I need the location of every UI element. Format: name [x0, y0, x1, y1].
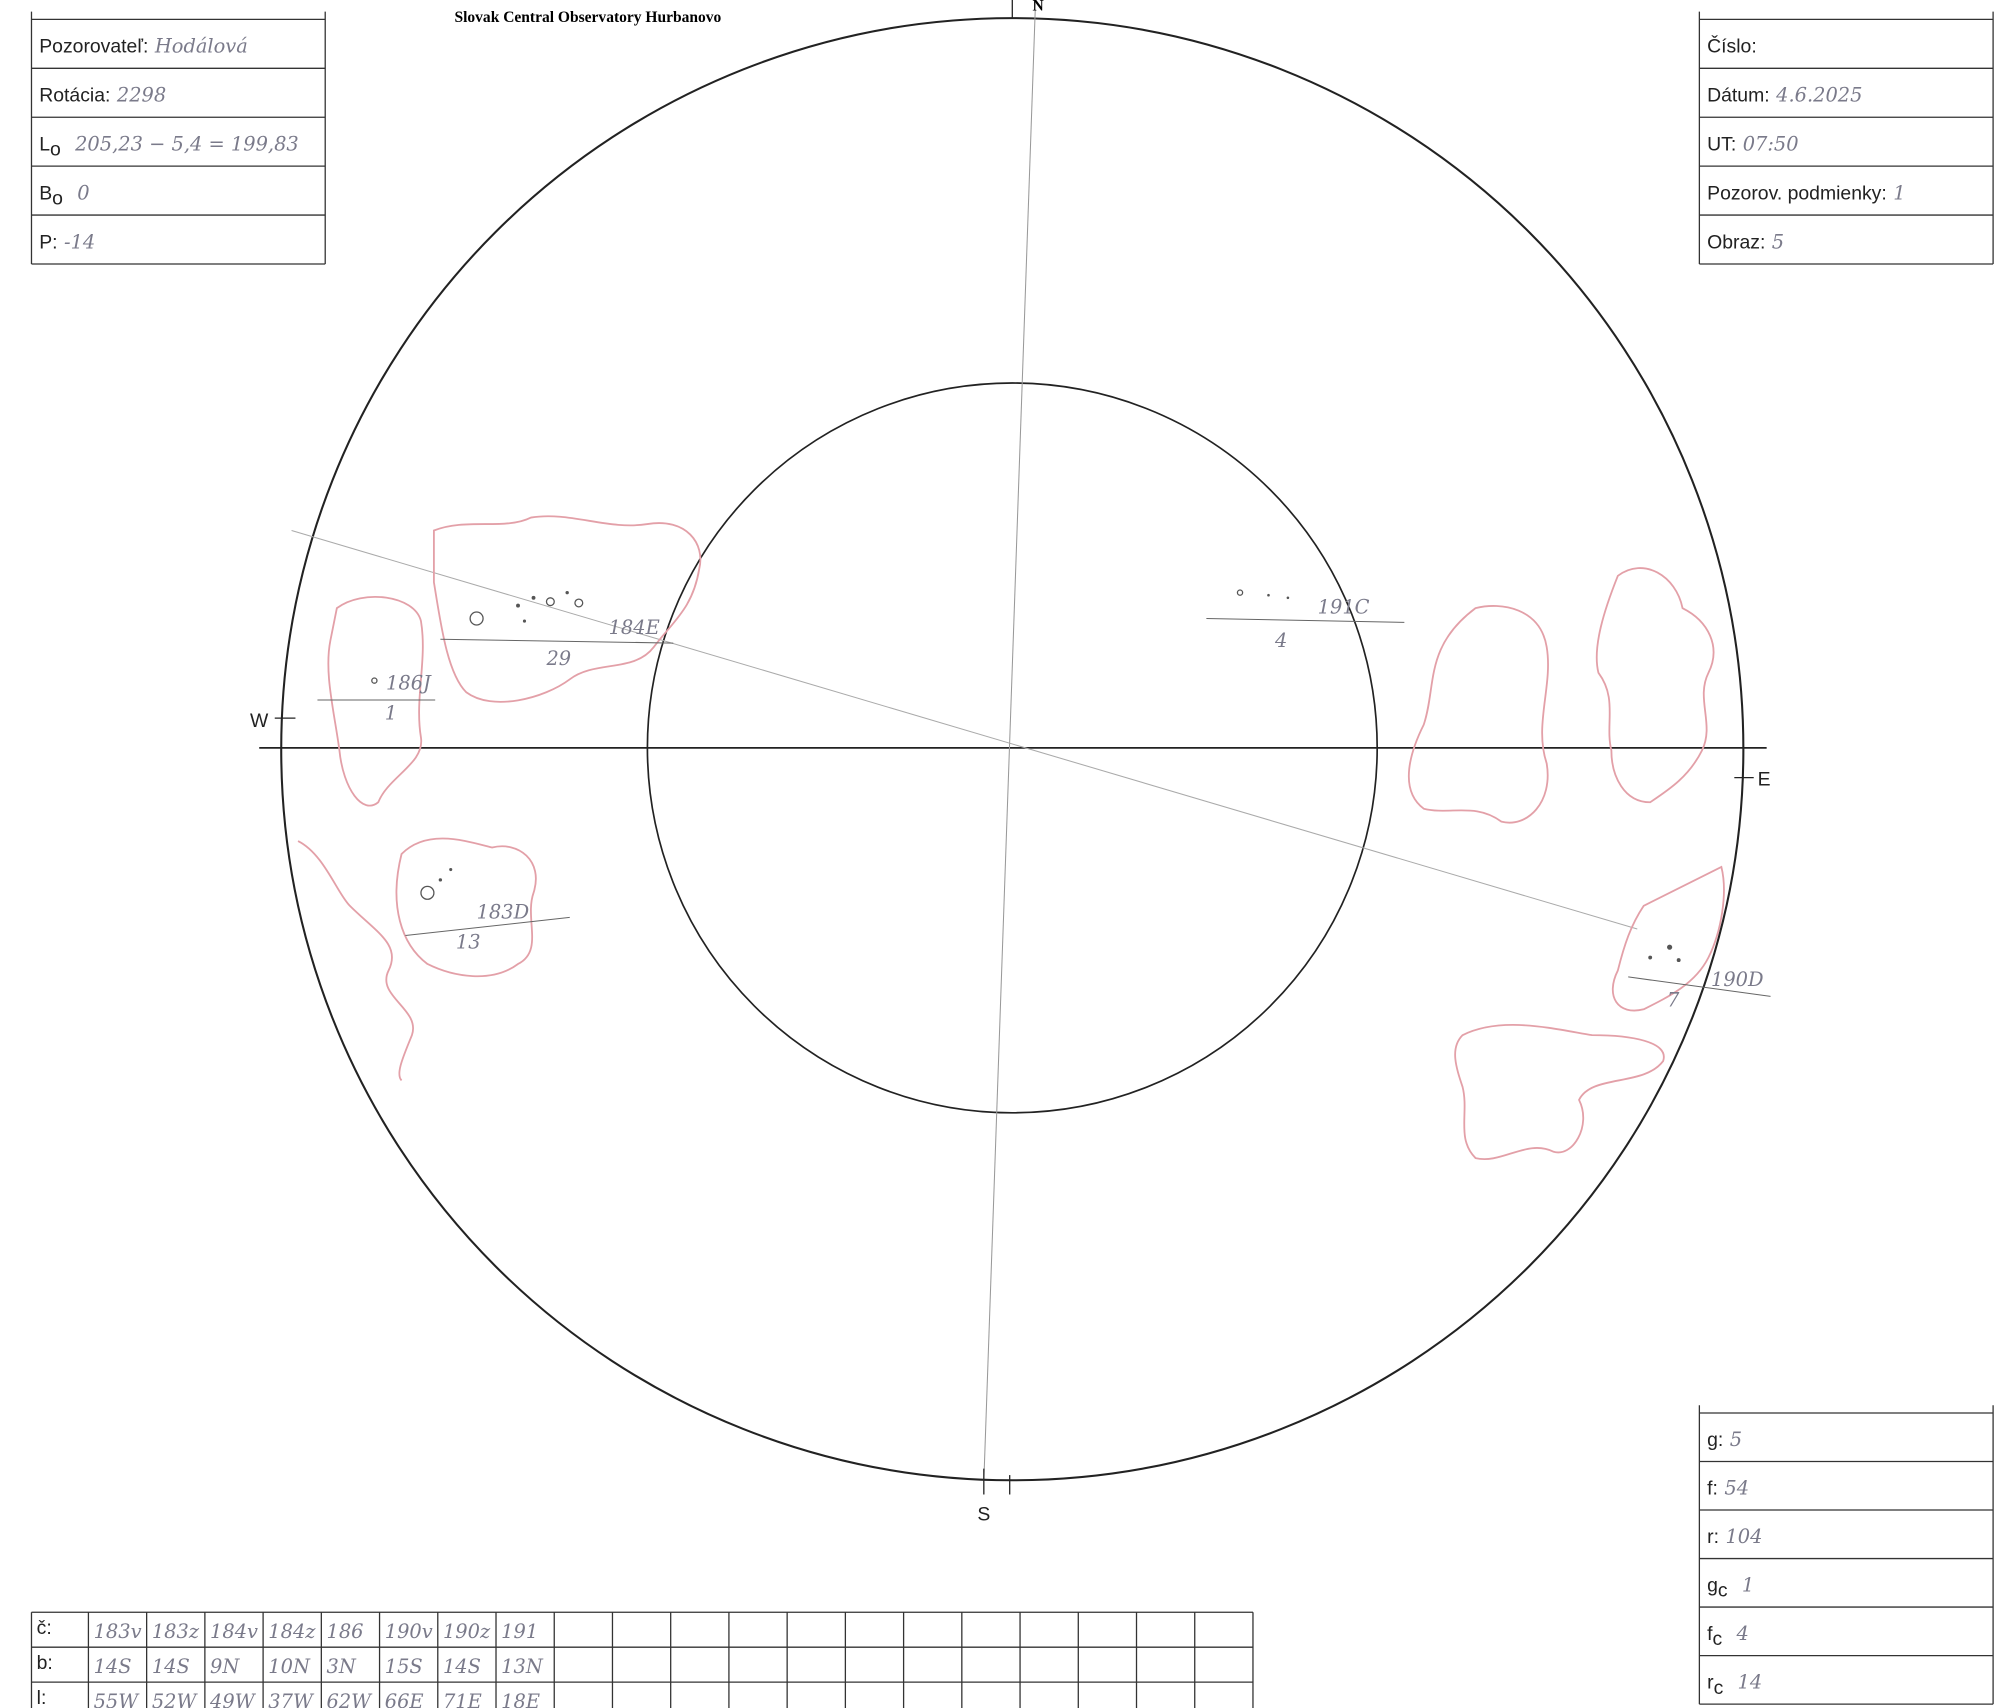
- rotation-line: [291, 530, 1638, 930]
- count-field-value: 54: [1724, 1477, 1749, 1500]
- right-field-label: Obraz:: [1707, 231, 1765, 253]
- table-row-label: č:: [37, 1617, 52, 1639]
- count-field-label: g:: [1707, 1429, 1723, 1451]
- count-field-label: g: [1707, 1575, 1718, 1597]
- table-cell: 49W: [209, 1690, 257, 1708]
- left-field-value: Hodálová: [154, 35, 248, 58]
- left-field-label: P:: [39, 231, 57, 253]
- count-field-label: f: [1707, 1623, 1713, 1645]
- table-cell: 13N: [501, 1655, 544, 1678]
- faculae: [297, 515, 1725, 1161]
- group-count: 4: [1274, 629, 1287, 652]
- count-field-value: 104: [1725, 1525, 1762, 1548]
- left-field-value: 0: [77, 181, 89, 204]
- count-field-value: 4: [1735, 1622, 1748, 1645]
- table-cell: 52W: [152, 1690, 199, 1708]
- compass-n: N: [1033, 0, 1044, 14]
- count-field-value: 1: [1742, 1574, 1754, 1597]
- left-field-label-sub: o: [50, 139, 61, 161]
- table-cell: 15S: [385, 1655, 423, 1678]
- group-label: 186J: [386, 672, 432, 695]
- table-cell: 18E: [501, 1690, 540, 1708]
- group-count: 1: [385, 701, 397, 724]
- table-cell: 55W: [94, 1690, 141, 1708]
- table-cell: 186: [327, 1620, 364, 1643]
- group-label: 191C: [1318, 595, 1370, 618]
- left-field-label-sub: o: [52, 188, 63, 210]
- count-field-label: f:: [1707, 1478, 1718, 1500]
- table-cell: 14S: [443, 1655, 481, 1678]
- facula: [395, 837, 537, 978]
- table-cell: 190v: [385, 1620, 433, 1643]
- facula: [1454, 1024, 1665, 1161]
- compass-e: E: [1758, 768, 1771, 790]
- axis-line: [983, 0, 1037, 1482]
- info-boxes: Pozorovateľ: Hodálová Rotácia: 2298 L o 205,23…: [30, 11, 1994, 1705]
- table-cell: 14S: [94, 1655, 132, 1678]
- left-field-value: 2298: [116, 84, 166, 107]
- right-field-value: 07:50: [1743, 132, 1799, 155]
- table-cell: 66E: [385, 1690, 424, 1708]
- right-field-label: UT:: [1707, 133, 1736, 155]
- facula: [1612, 865, 1725, 1012]
- facula: [297, 840, 415, 1082]
- group-underlines: [317, 617, 1771, 997]
- title: Slovak Central Observatory Hurbanovo: [454, 9, 721, 26]
- table-cell: 183v: [94, 1620, 142, 1643]
- left-field-label: L: [39, 133, 50, 155]
- group-label: 183D: [477, 901, 530, 924]
- group-table: č: 183v 183z 184v 184z 186 190v 190z 191 b: 14S 14S…: [30, 1611, 1254, 1708]
- right-field-value: 5: [1772, 230, 1784, 253]
- table-row-label: b:: [37, 1652, 53, 1674]
- sunspots: [371, 589, 1681, 963]
- left-field-label: B: [39, 182, 52, 204]
- table-cell: 71E: [443, 1690, 482, 1708]
- table-cell: 10N: [268, 1655, 311, 1678]
- table-row-label: l:: [37, 1687, 47, 1708]
- table-cell: 183z: [152, 1620, 200, 1643]
- right-field-label: Dátum:: [1707, 85, 1770, 107]
- facula: [327, 596, 424, 807]
- table-cell: 3N: [327, 1655, 357, 1678]
- right-field-label: Pozorov. podmienky:: [1707, 182, 1887, 204]
- right-field-label: Číslo:: [1707, 35, 1757, 58]
- facula: [1407, 605, 1549, 824]
- count-field-label: r:: [1707, 1526, 1719, 1548]
- table-cell: 9N: [210, 1655, 240, 1678]
- group-count: 7: [1667, 989, 1680, 1012]
- left-field-value: 205,23 − 5,4 = 199,83: [74, 132, 299, 155]
- compass-s: S: [977, 1503, 990, 1525]
- table-cell: 37W: [268, 1690, 315, 1708]
- count-field-label-sub: c: [1714, 1677, 1724, 1699]
- left-field-label: Rotácia:: [39, 85, 110, 107]
- group-count: 13: [456, 930, 481, 953]
- group-label: 184E: [609, 616, 660, 639]
- count-field-label: r: [1707, 1672, 1714, 1694]
- table-cell: 190z: [443, 1620, 491, 1643]
- facula: [1595, 567, 1715, 804]
- table-cell: 184v: [210, 1620, 258, 1643]
- table-cell: 14S: [152, 1655, 190, 1678]
- facula: [432, 515, 702, 703]
- group-count: 29: [545, 647, 571, 670]
- table-cell: 191: [501, 1620, 538, 1643]
- table-cell: 184z: [268, 1620, 316, 1643]
- count-field-label-sub: c: [1713, 1628, 1723, 1650]
- count-field-label-sub: c: [1718, 1580, 1728, 1602]
- solar-disk: N S W E: [250, 0, 1771, 1525]
- left-field-label: Pozorovateľ:: [39, 36, 148, 58]
- count-field-value: 14: [1738, 1671, 1763, 1694]
- table-cell: 62W: [327, 1690, 374, 1708]
- left-field-value: -14: [64, 230, 95, 253]
- right-field-value: 1: [1893, 181, 1905, 204]
- right-field-value: 4.6.2025: [1775, 84, 1862, 107]
- count-field-value: 5: [1730, 1428, 1742, 1451]
- compass-w: W: [250, 710, 269, 732]
- outer-circle: [280, 17, 1745, 1482]
- group-labels: 184E 29 186J 1 183D 13 191C 4 190D 7: [385, 595, 1764, 1011]
- group-label: 190D: [1711, 968, 1764, 991]
